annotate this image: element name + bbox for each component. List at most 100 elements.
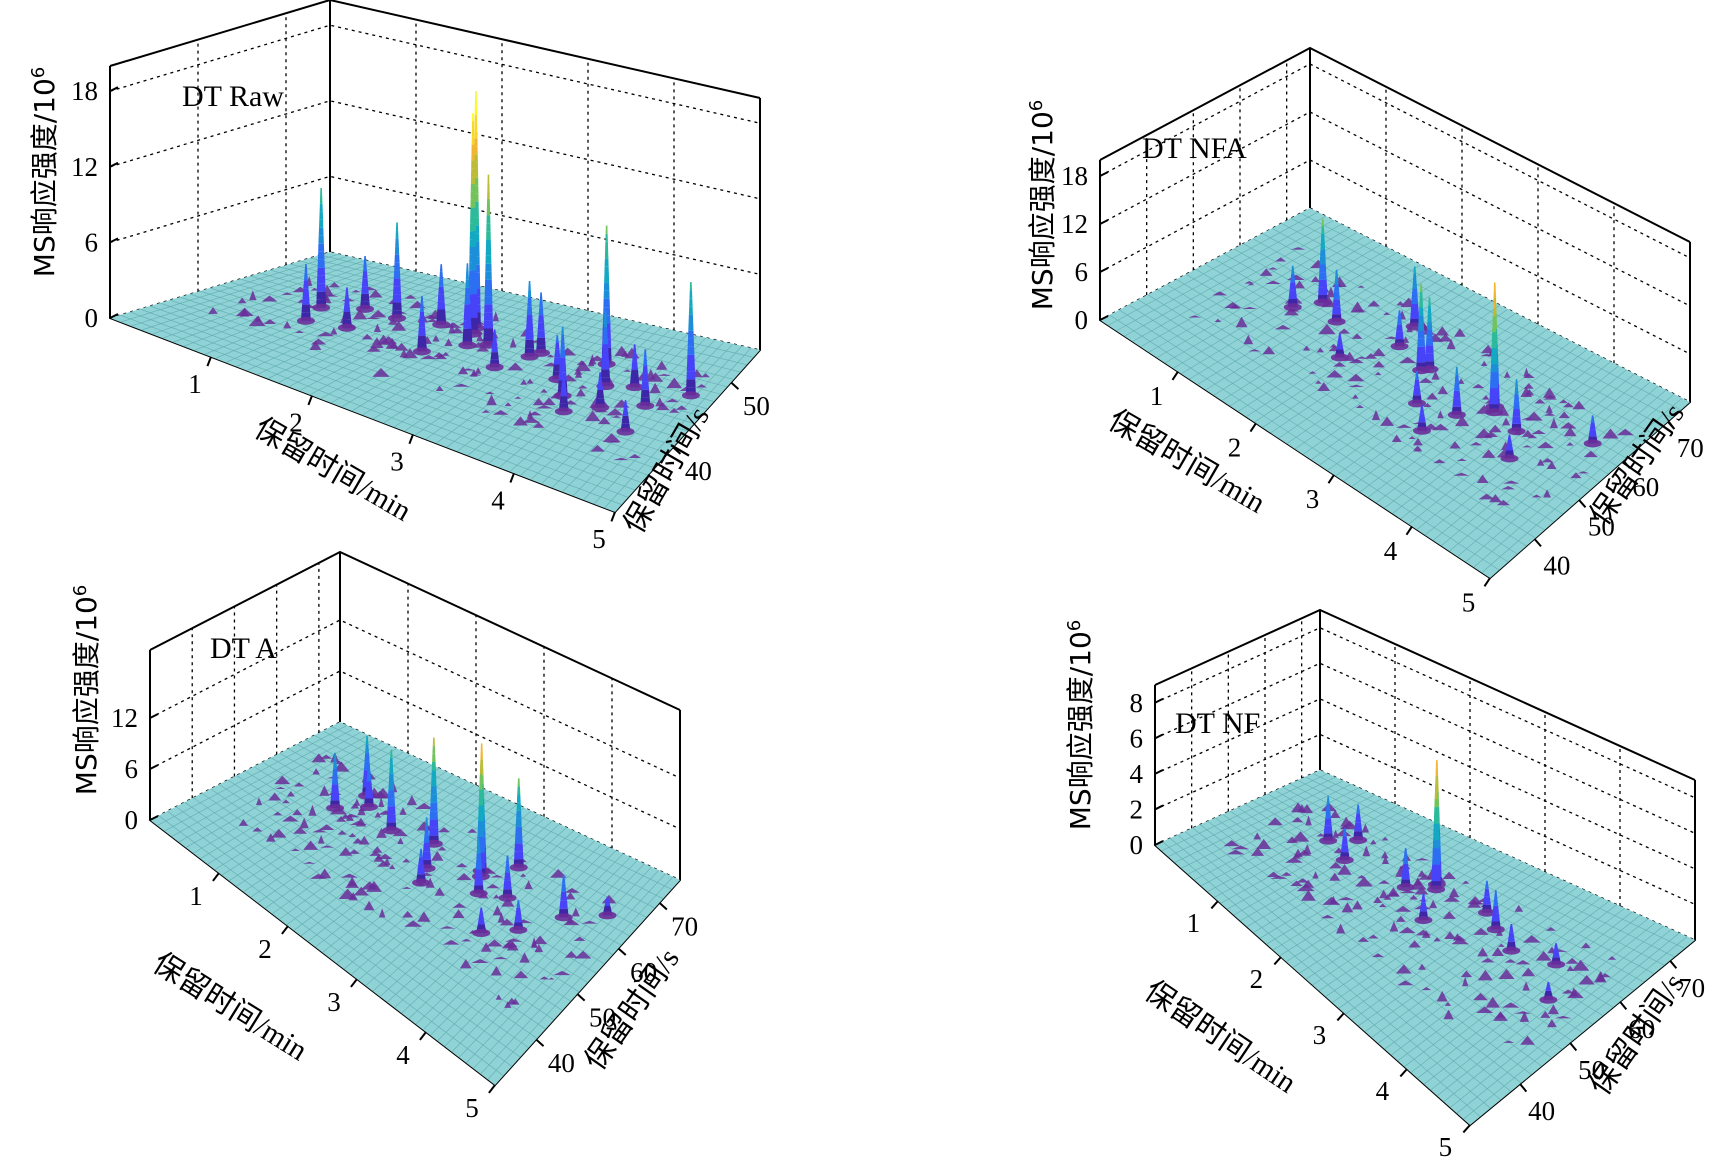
mesh-line	[119, 314, 622, 505]
noise-peak	[1469, 901, 1487, 905]
noise-peak	[1438, 334, 1453, 342]
noise-peak	[237, 297, 247, 304]
noise-peak	[431, 850, 444, 861]
noise-peak	[394, 342, 409, 351]
noise-peak	[345, 813, 354, 821]
x-axis-label: 保留时间/min	[1139, 975, 1303, 1100]
noise-peak	[1454, 415, 1470, 427]
noise-peak	[1351, 333, 1363, 339]
noise-peak	[1364, 353, 1378, 359]
noise-peak	[497, 912, 506, 923]
noise-peak	[1296, 884, 1315, 892]
noise-peak	[1212, 291, 1228, 296]
noise-peak	[361, 333, 373, 340]
noise-peak	[509, 337, 517, 348]
noise-peak	[620, 351, 629, 357]
noise-peak	[239, 307, 250, 317]
noise-peak	[1291, 817, 1304, 823]
noise-peak	[293, 782, 305, 787]
noise-peak	[1607, 956, 1617, 960]
noise-peak	[467, 828, 478, 833]
noise-peak	[438, 827, 450, 833]
z-gridline	[149, 619, 681, 779]
noise-peak	[623, 369, 632, 372]
noise-peak	[328, 282, 340, 288]
y-tick	[1533, 538, 1542, 548]
noise-peak	[575, 388, 586, 397]
noise-peak	[261, 295, 278, 302]
noise-peak	[319, 785, 330, 796]
noise-peak	[507, 362, 524, 371]
noise-peak	[374, 811, 382, 818]
noise-peak	[452, 383, 470, 387]
noise-peak	[611, 415, 622, 418]
noise-peak	[373, 853, 384, 862]
noise-peak	[1534, 398, 1546, 404]
noise-peak	[320, 754, 333, 759]
noise-peak	[1473, 927, 1489, 935]
noise-peak	[294, 330, 305, 333]
y-tick-label: 50	[743, 391, 770, 421]
noise-peak	[506, 997, 517, 1005]
noise-peak	[337, 830, 347, 835]
x-tick-label: 3	[1306, 484, 1320, 514]
noise-peak	[406, 795, 417, 806]
noise-peak	[1547, 1004, 1559, 1015]
noise-peak	[404, 294, 417, 299]
noise-peak	[493, 894, 500, 899]
mesh-line	[1214, 258, 1600, 483]
noise-peak	[1453, 933, 1462, 940]
mesh-line	[305, 739, 647, 918]
noise-peak	[476, 344, 490, 352]
noise-peak	[291, 848, 300, 851]
noise-peak	[598, 416, 611, 425]
noise-peak	[1379, 889, 1389, 899]
mesh-line	[1271, 228, 1654, 435]
x-tick-label: 2	[289, 408, 303, 438]
mesh-line	[219, 284, 688, 432]
noise-peak	[385, 338, 399, 349]
noise-peak	[1320, 914, 1335, 919]
noise-peak	[460, 938, 472, 942]
data-peak	[472, 907, 491, 938]
noise-peak	[1581, 942, 1591, 949]
data-peak	[1283, 265, 1302, 312]
data-peak	[485, 329, 504, 372]
noise-peak	[1286, 836, 1298, 844]
noise-peak	[281, 799, 290, 804]
noise-peak	[1545, 404, 1553, 413]
y-tick	[1519, 1083, 1528, 1093]
mesh-line	[1199, 824, 1532, 1075]
noise-peak	[450, 327, 464, 334]
noise-peak	[1477, 947, 1489, 957]
noise-peak	[549, 868, 567, 878]
x-tick-label: 2	[258, 934, 272, 964]
noise-peak	[1457, 378, 1465, 384]
z-tick-label: 0	[125, 805, 139, 835]
data-peak	[1486, 890, 1505, 934]
z-gridline	[1154, 698, 1696, 870]
noise-peak	[1395, 915, 1406, 922]
noise-peak	[1478, 493, 1495, 500]
noise-peak	[1378, 903, 1387, 908]
noise-peak	[1398, 926, 1416, 934]
data-peak	[591, 372, 610, 412]
noise-peak	[1498, 968, 1515, 980]
noise-peak	[368, 289, 383, 298]
noise-peak	[457, 366, 469, 375]
noise-peak	[248, 316, 266, 327]
mesh-line	[1282, 786, 1645, 983]
noise-peak	[696, 384, 707, 388]
noise-peak	[1523, 367, 1530, 377]
noise-peak	[1476, 474, 1489, 483]
x-axis-label: 保留时间/min	[1103, 404, 1271, 520]
noise-peak	[527, 411, 542, 416]
panel-title: DT A	[210, 632, 277, 665]
y-tick-label: 50	[589, 1003, 616, 1033]
x-tick-label: 2	[1250, 964, 1264, 994]
z-tick	[109, 86, 119, 93]
mesh-line	[1147, 294, 1536, 539]
noise-peak	[1372, 360, 1385, 368]
noise-peak	[1310, 276, 1321, 283]
noise-peak	[399, 349, 409, 358]
